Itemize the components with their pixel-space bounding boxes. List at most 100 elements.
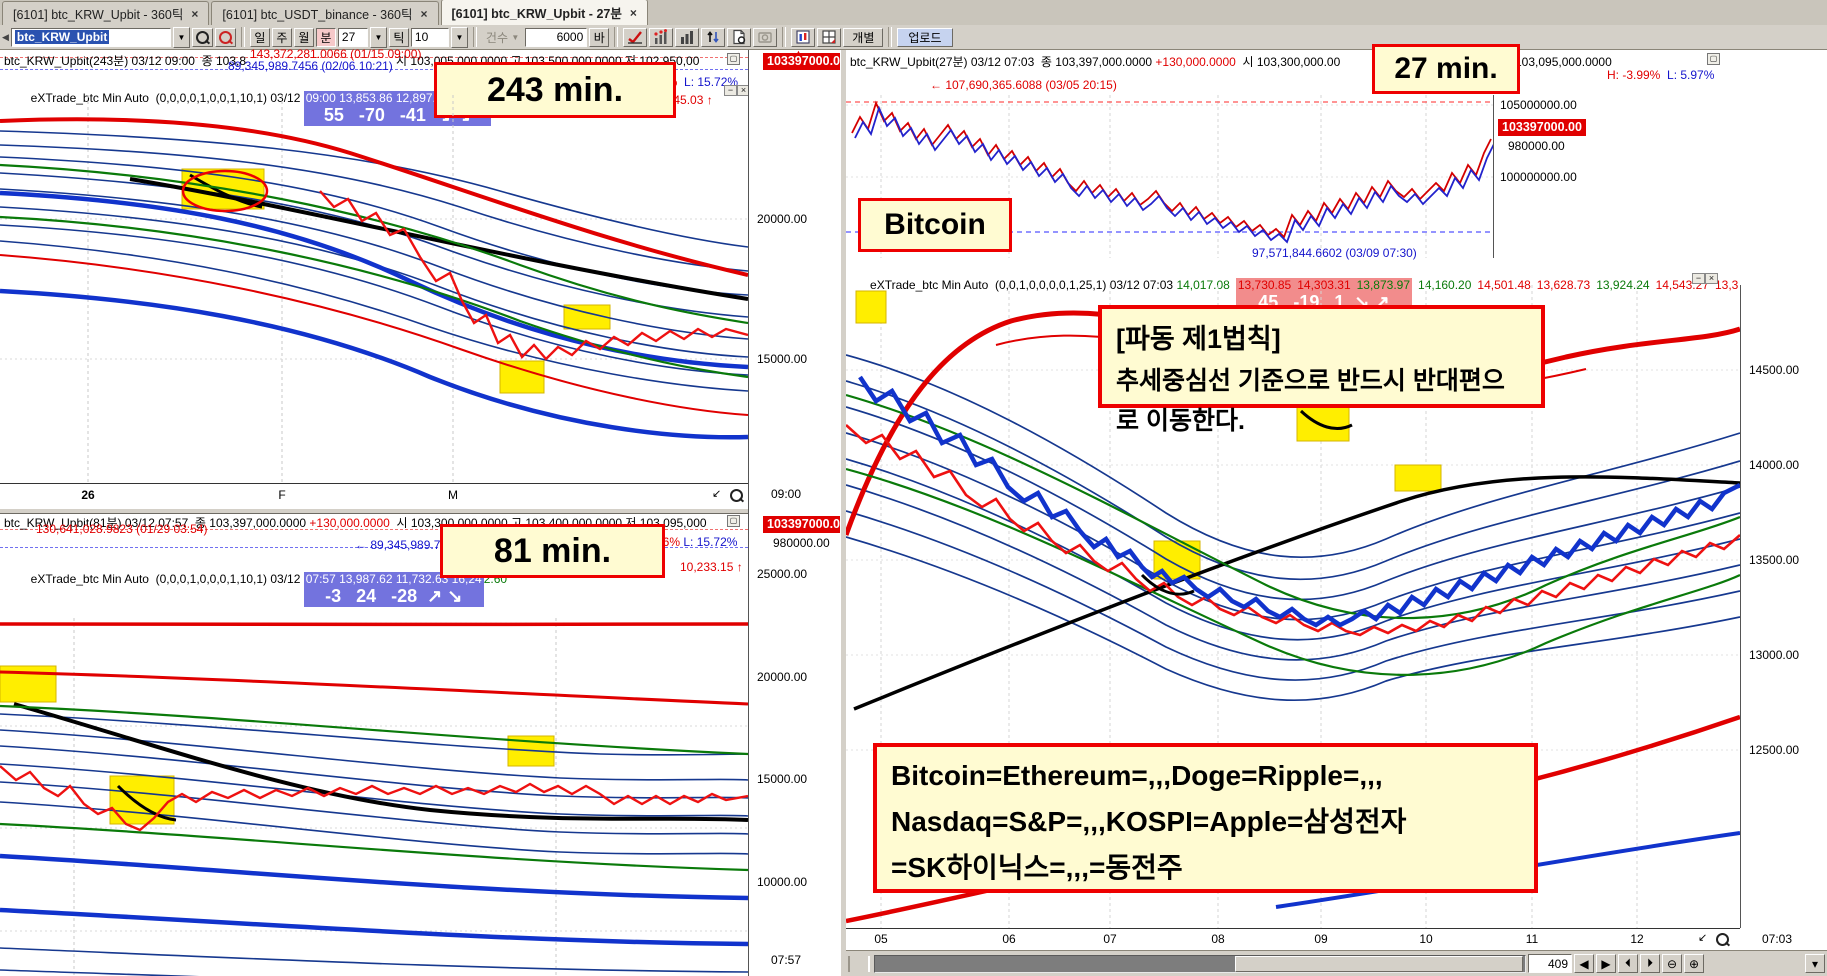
chart-243min-pane[interactable]: btc_KRW_Upbit(243분) 03/12 09:00 종 103,8 시…: [0, 47, 840, 509]
note-title: [파동 제1법칙]: [1116, 324, 1281, 354]
minimize-icon[interactable]: −: [1692, 273, 1705, 284]
zoom-icon[interactable]: [1716, 933, 1729, 946]
note-line: Nasdaq=S&P=,,,KOSPI=Apple=삼성전자: [891, 806, 1407, 837]
y-label: 105000000.00: [1500, 98, 1577, 112]
tab-close-icon[interactable]: ×: [191, 6, 199, 21]
left-chart-column: btc_KRW_Upbit(243분) 03/12 09:00 종 103,8 시…: [0, 47, 851, 976]
period-minute-button[interactable]: 분: [315, 27, 336, 47]
upload-button[interactable]: 업로드: [897, 27, 953, 47]
scroll-left-button[interactable]: ◀: [1574, 954, 1594, 973]
left-price-axis[interactable]: ▲ 103397000.00 20000.00 15000.00 09:00 1…: [748, 48, 851, 976]
minute-value-field[interactable]: 27: [337, 27, 368, 47]
x-tick: M: [448, 488, 458, 502]
close-icon[interactable]: ×: [1705, 273, 1718, 284]
market-equivalence-note[interactable]: Bitcoin=Ethereum=,,,Doge=Ripple=,,, Nasd…: [873, 743, 1538, 893]
check-chart-icon: [628, 31, 643, 44]
expand-icon[interactable]: ↙: [1698, 932, 1708, 944]
dot-chart-button[interactable]: [649, 27, 674, 47]
bar-position-field[interactable]: 409: [1528, 954, 1572, 973]
chart-27min-pane[interactable]: btc_KRW_Upbit(27분) 03/12 07:03 종 103,397…: [846, 44, 1827, 951]
bar-count-field[interactable]: 6000: [525, 27, 588, 47]
more-options-button[interactable]: ▾: [1805, 954, 1825, 973]
symbol-dropdown-icon[interactable]: ▼: [172, 26, 190, 48]
chart-27-x-axis[interactable]: 05 06 07 08 09 10 11 12 ↙ 07:03: [846, 928, 1792, 951]
grid-layout-button[interactable]: [817, 27, 842, 47]
chart-81-change-badge: 980000.00: [773, 536, 830, 550]
go-end-button[interactable]: ⏵: [1640, 954, 1660, 973]
y-label: 14500.00: [1749, 363, 1800, 377]
zoom-icon[interactable]: [730, 489, 743, 502]
toolbar-scroll-left-icon[interactable]: ◀: [2, 31, 9, 42]
chart-81-indicator-header: eXTrade_btc Min Auto (0,0,0,1,0,0,0,1,10…: [30, 572, 508, 607]
search-favorites-button[interactable]: [214, 27, 236, 47]
chart-27-maximize-button[interactable]: ▢: [1707, 53, 1720, 65]
individual-button[interactable]: 개별: [843, 27, 884, 47]
period-day-button[interactable]: 일: [249, 27, 270, 47]
candles-red: [851, 100, 1492, 239]
chart-81min-pane[interactable]: btc_KRW_Upbit(81분) 03/12 07:57 종 103,397…: [0, 512, 840, 976]
note-line: Bitcoin=Ethereum=,,,Doge=Ripple=,,,: [891, 760, 1383, 791]
wave-rule-note[interactable]: [파동 제1법칙] 추세중심선 기준으로 반드시 반대편으로 이동한다.: [1098, 305, 1545, 435]
toolbar-separator: [782, 27, 787, 47]
go-start-button[interactable]: ⏴: [1618, 954, 1638, 973]
document-icon: [733, 29, 746, 45]
horizontal-splitter[interactable]: [0, 508, 840, 514]
y-label: 15000.00: [757, 352, 808, 366]
chart-81-timeframe-label[interactable]: 81 min.: [440, 524, 665, 578]
sort-updown-button[interactable]: [701, 27, 726, 47]
zoom-out-button[interactable]: ⊖: [1662, 954, 1682, 973]
trendline-check-button[interactable]: [623, 27, 648, 47]
tab-btc-krw-360tick[interactable]: [6101] btc_KRW_Upbit - 360틱 ×: [2, 1, 210, 25]
chart-243-high-annotation: 143,372,281.0066 (01/15 09:00): [250, 47, 422, 61]
period-tick-button[interactable]: 틱: [388, 27, 409, 47]
tab-close-icon[interactable]: ×: [629, 5, 637, 20]
chart-81-maximize-button[interactable]: ▢: [727, 515, 740, 527]
chart-27-price-axis[interactable]: 105000000.00 103397000.00 980000.00 1000…: [1493, 95, 1604, 258]
minimize-icon[interactable]: −: [724, 85, 737, 96]
bar-chart-button[interactable]: [675, 27, 700, 47]
chart-243-timeframe-label[interactable]: 243 min.: [434, 62, 676, 118]
bitcoin-label[interactable]: Bitcoin: [858, 198, 1012, 252]
chart-27-indicator-window-buttons: − ×: [1692, 268, 1718, 286]
chart-27-price-badge: 103397000.00: [1498, 119, 1586, 136]
y-label: 20000.00: [757, 212, 808, 226]
chart-style-button[interactable]: [791, 27, 816, 47]
chart-27-timeframe-label[interactable]: 27 min.: [1372, 44, 1520, 94]
bar-unit-button[interactable]: 바: [589, 27, 610, 47]
chart-243-x-axis[interactable]: 26 F M ↙: [0, 483, 748, 509]
chart-243-title: btc_KRW_Upbit(243분) 03/12 09:00 종 103,8 시…: [4, 54, 700, 68]
tab-label: [6101] btc_KRW_Upbit - 360틱: [13, 8, 184, 22]
search-button[interactable]: [191, 27, 213, 47]
tab-btc-usdt-360tick[interactable]: [6101] btc_USDT_binance - 360틱 ×: [211, 1, 439, 25]
candles-blue: [854, 105, 1493, 244]
chart-243-plot[interactable]: [0, 95, 748, 483]
symbol-combobox[interactable]: btc_KRW_Upbit: [10, 27, 171, 47]
period-week-button[interactable]: 주: [271, 27, 292, 47]
period-month-button[interactable]: 월: [293, 27, 314, 47]
capture-button[interactable]: [753, 27, 778, 47]
tick-value-field[interactable]: 10: [410, 27, 449, 47]
search-icon: [195, 30, 209, 44]
tab-close-icon[interactable]: ×: [420, 6, 428, 21]
tick-dropdown-icon[interactable]: ▼: [450, 26, 468, 48]
chart-243-time-label: 09:00: [771, 487, 802, 501]
grip-icon[interactable]: [848, 955, 870, 972]
chart-243-maximize-button[interactable]: ▢: [727, 53, 740, 65]
tab-btc-krw-27min[interactable]: [6101] btc_KRW_Upbit - 27분 ×: [440, 0, 648, 25]
bar-chart-icon: [681, 31, 694, 44]
tab-label: [6101] btc_KRW_Upbit - 27분: [451, 7, 622, 21]
chart-81-plot[interactable]: [0, 618, 748, 976]
minute-dropdown-icon[interactable]: ▼: [369, 26, 387, 48]
level-line-blue: [0, 547, 748, 548]
count-label: 건수 ▼: [481, 27, 524, 47]
chart-27-indicator-axis[interactable]: 14500.00 14000.00 13500.00 13000.00 1250…: [1740, 285, 1827, 928]
grid-icon: [822, 30, 836, 44]
chart-27-price-plot[interactable]: [846, 95, 1493, 258]
chart-scrollbar-thumb[interactable]: [1235, 955, 1523, 972]
zoom-in-button[interactable]: ⊕: [1684, 954, 1704, 973]
scroll-right-button[interactable]: ▶: [1596, 954, 1616, 973]
chart-scrollbar-track[interactable]: [874, 954, 1526, 973]
new-document-button[interactable]: [727, 27, 752, 47]
expand-icon[interactable]: ↙: [712, 488, 722, 500]
